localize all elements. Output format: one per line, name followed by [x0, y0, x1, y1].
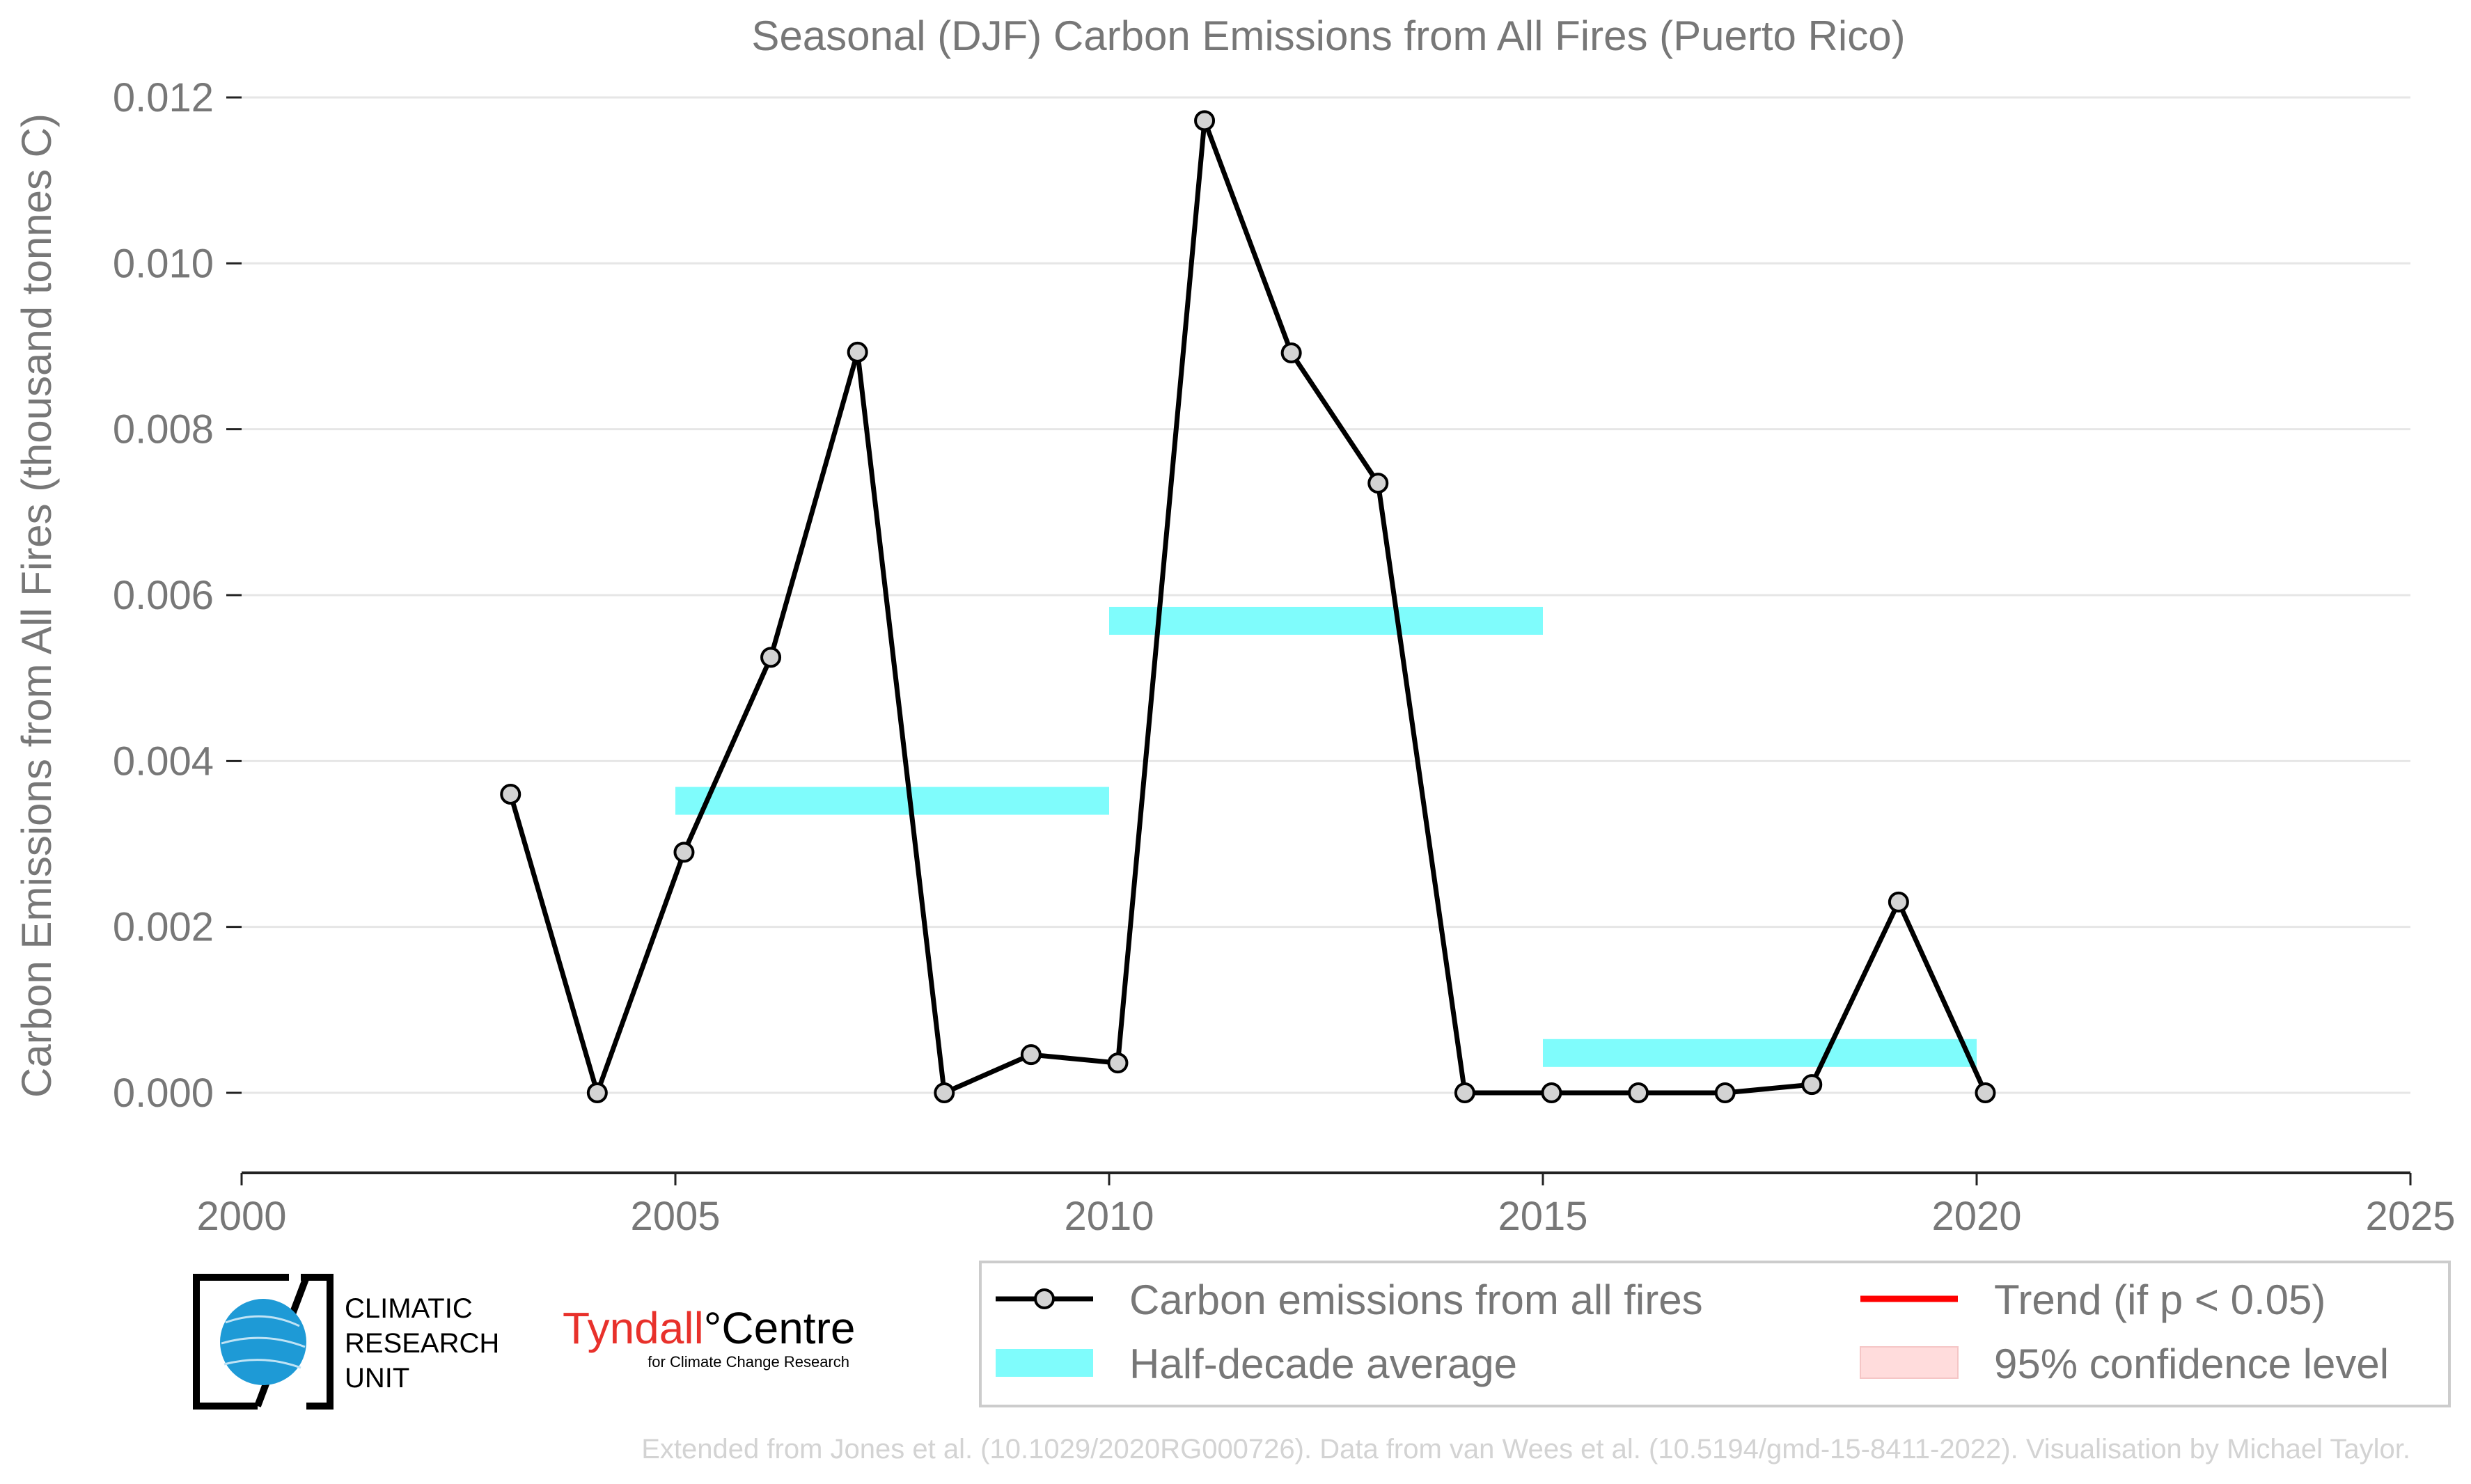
y-tick-label: 0.010 — [113, 241, 214, 286]
cru-globe-contours-icon — [221, 1315, 306, 1369]
y-tick-label: 0.002 — [113, 905, 214, 950]
data-point — [1801, 1074, 1823, 1096]
legend-label-emissions: Carbon emissions from all fires — [1129, 1277, 1703, 1323]
legend-swatch-half-decade — [996, 1349, 1093, 1377]
tyndall-logo-degree: ° — [704, 1303, 722, 1353]
data-point — [847, 341, 868, 363]
tyndall-logo-centre: Centre — [721, 1303, 855, 1353]
x-tick-label: 2005 — [630, 1194, 720, 1239]
series-line — [508, 118, 1988, 1096]
data-point — [934, 1082, 955, 1103]
cru-logo-line3: UNIT — [345, 1363, 409, 1394]
data-point — [1975, 1082, 1996, 1103]
data-point — [1107, 1052, 1129, 1074]
tyndall-logo-tagline: for Climate Change Research — [648, 1353, 849, 1371]
data-point — [1367, 473, 1389, 494]
data-point — [1280, 342, 1302, 364]
y-tick-label: 0.006 — [113, 573, 214, 618]
y-tick-label: 0.000 — [113, 1071, 214, 1116]
legend: Carbon emissions from all fires Half-dec… — [979, 1261, 2451, 1407]
gridlines — [242, 96, 2410, 1094]
chart-title: Seasonal (DJF) Carbon Emissions from All… — [751, 13, 1905, 59]
legend-swatch-emissions-marker — [1034, 1288, 1055, 1309]
data-point — [1888, 891, 1909, 913]
legend-frame — [979, 1261, 2451, 1407]
svg-text:Tyndall°Centre: Tyndall°Centre — [563, 1303, 855, 1353]
data-point — [1454, 1082, 1475, 1103]
y-tick-label: 0.012 — [113, 75, 214, 120]
data-point — [673, 842, 695, 863]
data-point — [1714, 1082, 1736, 1103]
legend-label-half-decade: Half-decade average — [1129, 1341, 1517, 1387]
data-point — [586, 1082, 608, 1103]
data-point — [760, 647, 782, 668]
emissions-series — [500, 110, 1996, 1103]
tyndall-logo-name: Tyndall — [563, 1303, 704, 1353]
legend-label-confidence: 95% confidence level — [1994, 1341, 2389, 1387]
data-point — [500, 784, 521, 805]
y-axis-ticks: 0.000 0.002 0.004 0.006 0.008 0.010 0.012 — [113, 75, 242, 1116]
y-axis-label: Carbon Emissions from All Fires (thousan… — [13, 113, 60, 1098]
cru-logo: CLIMATIC RESEARCH UNIT — [193, 1274, 499, 1410]
half-decade-average-bars — [675, 606, 1977, 1067]
data-point — [1628, 1082, 1649, 1103]
legend-label-trend: Trend (if p < 0.05) — [1994, 1277, 2325, 1323]
x-tick-label: 2015 — [1498, 1194, 1587, 1239]
half-decade-average-bar — [1109, 606, 1543, 635]
x-tick-label: 2000 — [196, 1194, 286, 1239]
y-tick-label: 0.004 — [113, 739, 214, 784]
legend-swatch-confidence — [1860, 1346, 1959, 1379]
x-tick-label: 2020 — [1931, 1194, 2021, 1239]
data-point — [1020, 1044, 1042, 1066]
cru-logo-line2: RESEARCH — [345, 1328, 499, 1359]
credit-text: Extended from Jones et al. (10.1029/2020… — [641, 1434, 2410, 1465]
data-point — [1541, 1082, 1562, 1103]
x-tick-label: 2010 — [1064, 1194, 1154, 1239]
data-point — [1194, 110, 1216, 132]
x-axis: 2000 2005 2010 2015 2020 2025 — [196, 1171, 2456, 1239]
cru-logo-line1: CLIMATIC — [345, 1293, 473, 1324]
x-tick-label: 2025 — [2365, 1194, 2455, 1239]
tyndall-logo: Tyndall°Centre for Climate Change Resear… — [563, 1303, 855, 1371]
y-tick-label: 0.008 — [113, 407, 214, 452]
half-decade-average-bar — [1543, 1039, 1977, 1067]
half-decade-average-bar — [675, 787, 1109, 815]
